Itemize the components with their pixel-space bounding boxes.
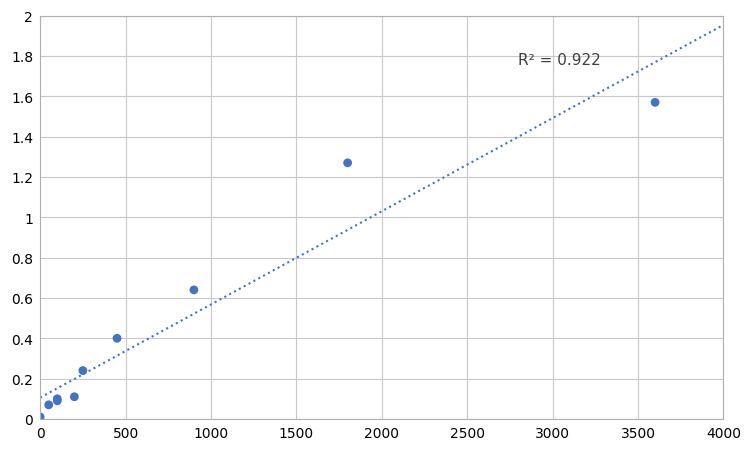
Point	[68, 393, 80, 400]
Point	[649, 100, 661, 107]
Point	[51, 397, 63, 405]
Point	[43, 401, 55, 409]
Point	[341, 160, 353, 167]
Point	[51, 395, 63, 402]
Point	[188, 287, 200, 294]
Point	[111, 335, 123, 342]
Text: R² = 0.922: R² = 0.922	[518, 53, 601, 68]
Point	[77, 367, 89, 374]
Point	[34, 414, 46, 421]
